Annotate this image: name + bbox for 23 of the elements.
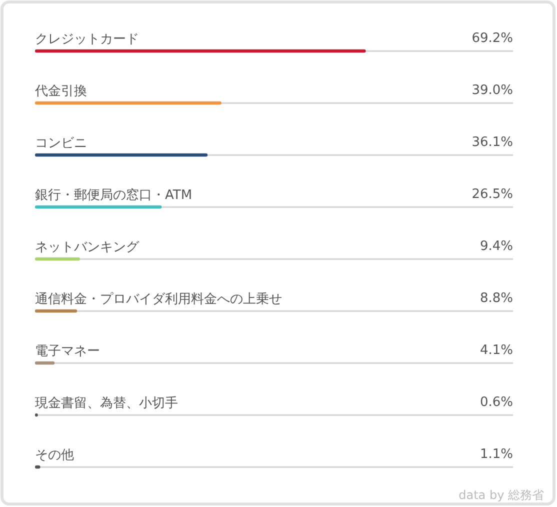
y-tick-label: 現金書留、為替、小切手: [35, 396, 178, 411]
data-label: 36.1%: [472, 135, 513, 150]
data-label: 39.0%: [472, 83, 513, 98]
data-label: 69.2%: [472, 31, 513, 46]
data-label: 9.4%: [480, 239, 513, 254]
y-tick-label: 代金引換: [34, 84, 87, 99]
data-label: 0.6%: [480, 395, 513, 410]
y-tick-label: その他: [35, 448, 74, 463]
y-tick-label: クレジットカード: [35, 32, 139, 47]
bar: [35, 361, 55, 365]
y-tick-label: コンビニ: [35, 136, 87, 151]
data-label: 8.8%: [480, 291, 513, 306]
y-tick-label: 銀行・郵便局の窓口・ATM: [35, 187, 192, 203]
data-label: 4.1%: [480, 343, 513, 358]
y-tick-label: 通信料金・プロバイダ利用料金への上乗せ: [35, 292, 282, 307]
data-label: 26.5%: [472, 187, 513, 202]
bar: [35, 309, 78, 313]
y-tick-label: ネットバンキング: [35, 240, 140, 255]
y-tick-label: 電子マネー: [35, 344, 100, 359]
text: data by 総務省: [458, 488, 544, 502]
data-label: 1.1%: [480, 447, 513, 462]
bar: [35, 257, 80, 261]
bar: [35, 205, 162, 209]
